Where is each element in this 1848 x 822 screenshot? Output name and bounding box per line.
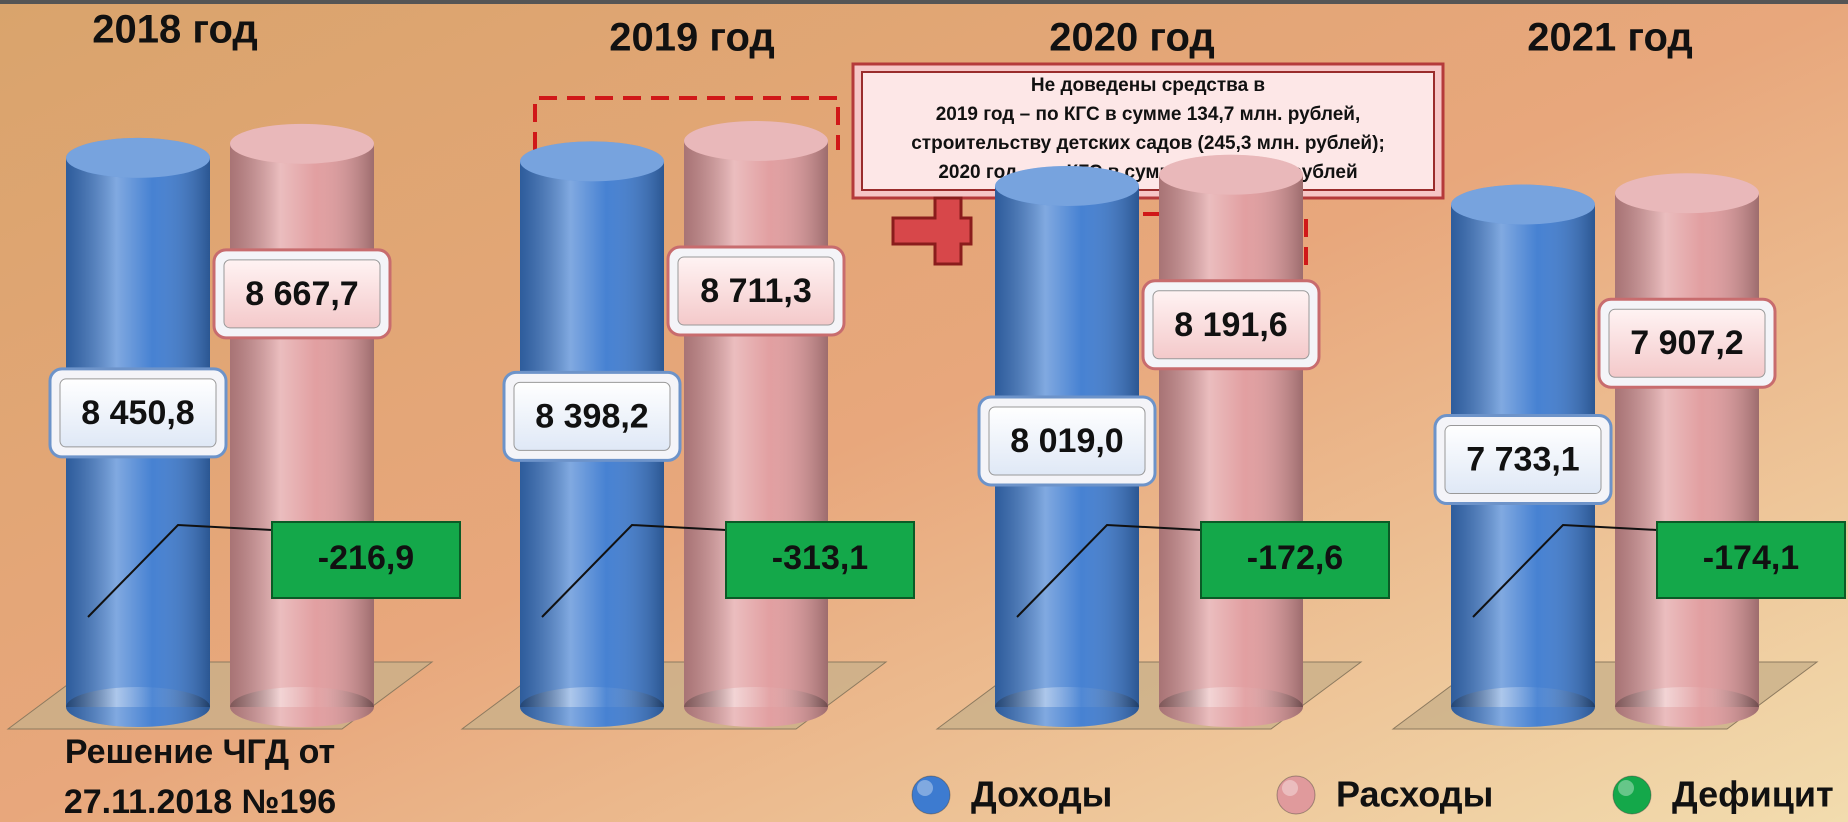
deficit-box	[1200, 521, 1390, 599]
label-box	[1608, 308, 1766, 378]
label-box	[1444, 425, 1602, 495]
cylinder-top-light	[230, 123, 374, 164]
note-inner	[861, 71, 1435, 191]
data-label: 8 711,3	[700, 272, 812, 310]
data-label: -313,1	[772, 539, 868, 577]
legend-swatch	[1612, 775, 1652, 815]
annotation: Решение ЧГД от	[65, 733, 335, 771]
cylinder-top	[66, 137, 210, 178]
cylinder-top-light	[1159, 154, 1303, 195]
leader-line	[541, 523, 727, 618]
bar-shade	[684, 141, 828, 707]
deficit-box	[271, 521, 461, 599]
bar-shade	[1451, 687, 1595, 727]
legend-label: Дефицит	[1672, 774, 1834, 815]
legend-swatch-light	[1618, 780, 1634, 796]
cylinder-top-light	[684, 121, 828, 161]
cylinder-top-light	[66, 137, 210, 178]
label-box	[59, 378, 217, 448]
bar-shade	[1615, 687, 1759, 727]
note-text: Не доведены средства в	[1031, 75, 1265, 96]
bar-shade	[520, 687, 664, 727]
cylinder-top-light	[995, 165, 1139, 206]
deficit-box	[725, 521, 915, 599]
legend-label: Расходы	[1336, 774, 1493, 815]
data-label: -174,1	[1703, 539, 1799, 577]
label-box	[513, 381, 671, 451]
legend-swatch	[911, 775, 951, 815]
cylinder-top-light	[1451, 184, 1595, 225]
label-box	[988, 406, 1146, 476]
annotation: 27.11.2018 №196	[64, 783, 336, 821]
data-label: 8 019,0	[1010, 422, 1123, 460]
x-tick-label: 2019 год	[609, 16, 775, 60]
leader-line	[1472, 523, 1658, 618]
legend-swatch	[1276, 775, 1316, 815]
cylinder-top	[995, 165, 1139, 206]
note-text: 2019 год – по КГС в сумме 134,7 млн. руб…	[936, 104, 1361, 125]
label-box	[677, 256, 835, 326]
data-label: 7 907,2	[1630, 324, 1743, 362]
leader-line	[1016, 523, 1202, 618]
data-label: -172,6	[1247, 539, 1343, 577]
cylinder-top-light	[520, 141, 664, 182]
bar-shade	[684, 687, 828, 727]
legend-swatch-light	[1282, 780, 1298, 796]
cylinder-top	[1159, 154, 1303, 195]
bar-shade	[1159, 687, 1303, 727]
x-tick-label: 2021 год	[1527, 16, 1693, 60]
cylinder-top	[230, 123, 374, 164]
x-tick-label: 2018 год	[92, 8, 258, 52]
cylinder-top	[1615, 173, 1759, 214]
top-border	[0, 0, 1848, 4]
bar-shade	[1159, 174, 1303, 708]
bar-shade	[66, 687, 210, 727]
bar-shade	[230, 687, 374, 727]
leader-line	[87, 523, 273, 618]
cylinder-top	[520, 141, 664, 182]
cylinder-top-light	[1615, 173, 1759, 214]
x-tick-label: 2020 год	[1049, 16, 1215, 60]
data-label: 8 667,7	[245, 275, 358, 313]
data-label: -216,9	[318, 539, 414, 577]
legend-label: Доходы	[971, 774, 1112, 815]
data-label: 8 191,6	[1174, 306, 1287, 344]
label-box	[223, 259, 381, 329]
cylinder-top	[684, 121, 828, 161]
data-label: 8 398,2	[535, 397, 648, 435]
bar-shade	[1615, 193, 1759, 707]
bar-shade	[230, 143, 374, 707]
legend-swatch-light	[917, 780, 933, 796]
dashed-frame	[533, 96, 840, 150]
data-label: 7 733,1	[1466, 441, 1579, 479]
deficit-box	[1656, 521, 1846, 599]
bar-shade	[995, 687, 1139, 727]
plus-icon	[891, 196, 973, 266]
cylinder-top	[1451, 184, 1595, 225]
data-label: 8 450,8	[81, 394, 194, 432]
note-text: строительству детских садов (245,3 млн. …	[911, 133, 1385, 154]
label-box	[1152, 290, 1310, 360]
